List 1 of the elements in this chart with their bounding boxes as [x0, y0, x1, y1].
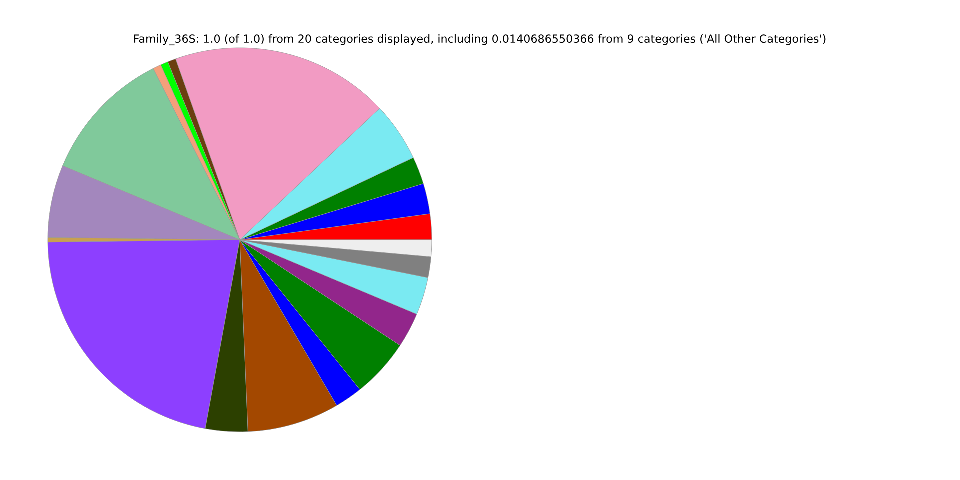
text: Family_36S: 1.0 (of 1.0) from 20 categories displayed, including 0.0140686550366 from 9 categories ('All Other Categories')	[134, 34, 826, 46]
